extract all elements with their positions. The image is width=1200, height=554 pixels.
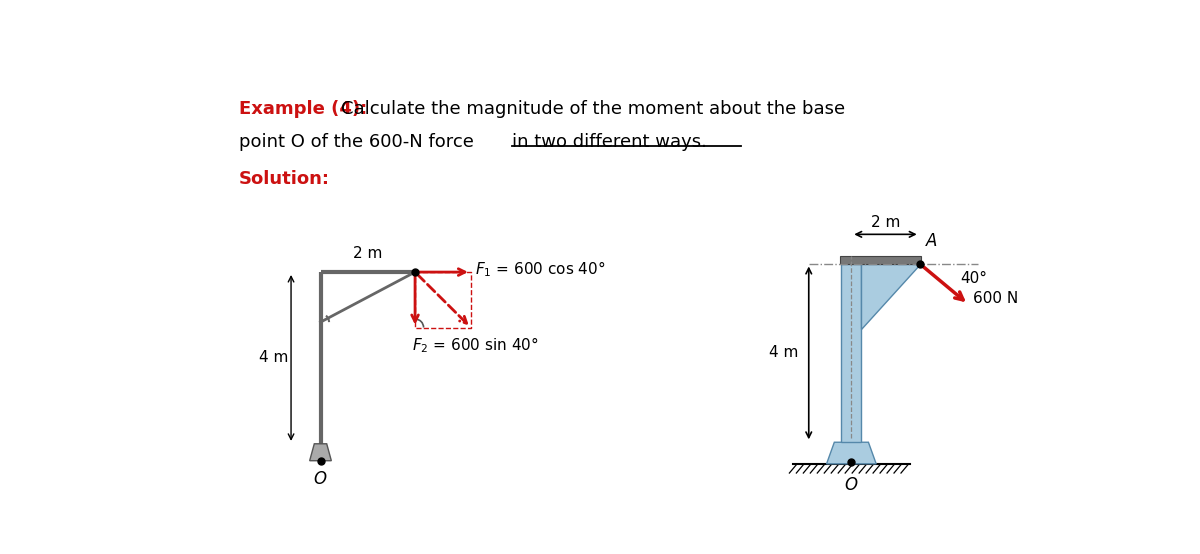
Text: 600 N: 600 N [973, 290, 1018, 305]
Text: in two different ways.: in two different ways. [512, 133, 707, 151]
Text: 4 m: 4 m [259, 351, 289, 366]
Text: 2 m: 2 m [871, 216, 900, 230]
Polygon shape [862, 264, 919, 329]
Text: $O$: $O$ [844, 476, 858, 494]
Text: $F_1$ = 600 cos 40°: $F_1$ = 600 cos 40° [475, 259, 606, 279]
Text: Calculate the magnitude of the moment about the base: Calculate the magnitude of the moment ab… [342, 100, 846, 119]
Text: 40°: 40° [960, 271, 986, 286]
Polygon shape [310, 444, 331, 461]
Text: point O of the 600-N force: point O of the 600-N force [239, 133, 474, 151]
Text: 4 m: 4 m [768, 346, 798, 361]
Text: Example (4):: Example (4): [239, 100, 367, 119]
Text: 2 m: 2 m [353, 247, 383, 261]
Polygon shape [827, 442, 876, 464]
Polygon shape [841, 264, 862, 442]
Text: Solution:: Solution: [239, 170, 330, 188]
Text: $A$: $A$ [925, 232, 938, 250]
Text: $O$: $O$ [313, 470, 328, 488]
Text: $F_2$ = 600 sin 40°: $F_2$ = 600 sin 40° [412, 335, 539, 355]
Polygon shape [840, 256, 922, 264]
